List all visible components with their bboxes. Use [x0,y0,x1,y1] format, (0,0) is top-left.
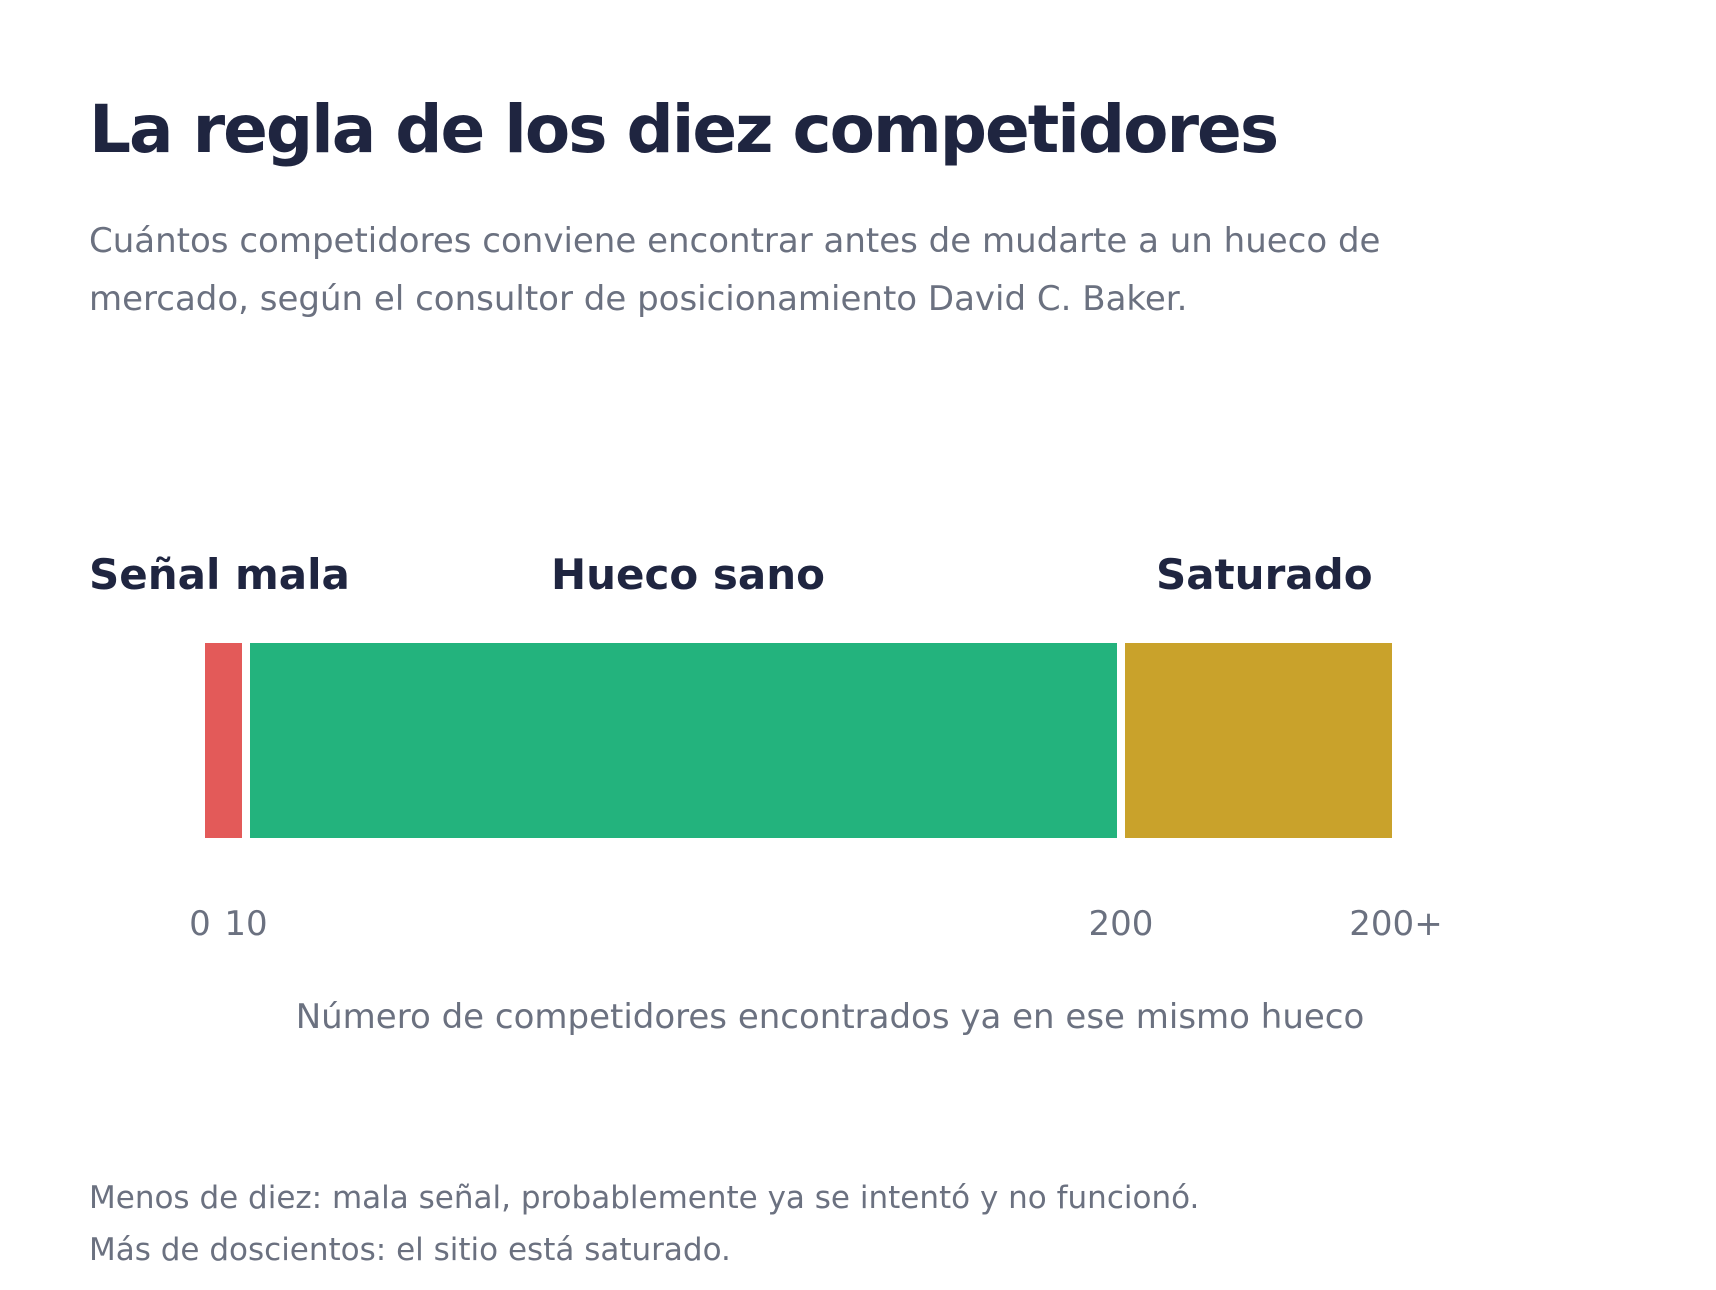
segment-label-saturado: Saturado [1156,550,1373,599]
tick-label-200: 200 [1089,904,1154,944]
segment-senal-mala [205,643,242,838]
segment-label-hueco-sano: Hueco sano [551,550,825,599]
x-axis-label: Número de competidores encontrados ya en… [296,997,1365,1037]
note-high: Más de doscientos: el sitio está saturad… [89,1232,731,1268]
tick-label-200-plus: 200+ [1349,904,1442,944]
chart-title: La regla de los diez competidores [89,91,1279,168]
tick-label-10: 10 [224,904,267,944]
tick-label-0: 0 [189,904,211,944]
segment-labels: Señal mala Hueco sano Saturado [89,550,1373,599]
segment-label-senal-mala: Señal mala [89,550,350,599]
note-low: Menos de diez: mala señal, probablemente… [89,1180,1200,1216]
axis-ticks: 0 10 200 200+ [189,904,1443,944]
segment-hueco-sano [250,643,1117,838]
segments [205,643,1392,838]
chart-subtitle: Cuántos competidores conviene encontrar … [89,221,1381,319]
segment-saturado [1125,643,1392,838]
